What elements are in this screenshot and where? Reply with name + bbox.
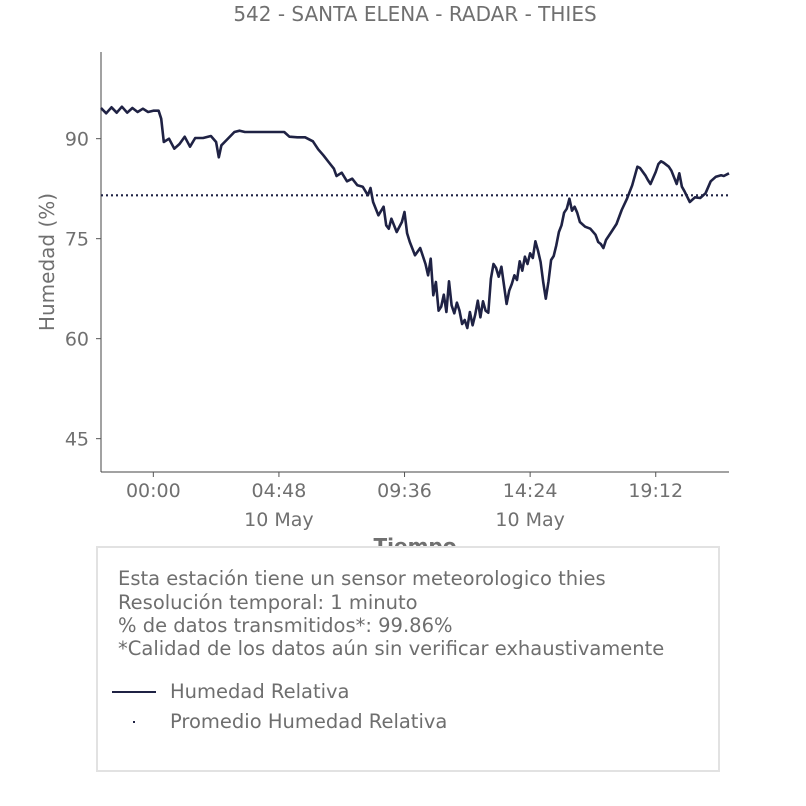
data-transmitted-text: % de datos transmitidos*: 99.86% <box>118 614 453 637</box>
y-tick-label: 60 <box>65 329 89 351</box>
y-axis-label: Humedad (%) <box>35 193 59 331</box>
resolution-text: Resolución temporal: 1 minuto <box>118 591 418 614</box>
legend-dot-swatch <box>133 721 135 723</box>
x-tick-label: 14:24 <box>503 480 558 502</box>
x-tick-label: 04:48 <box>252 480 307 502</box>
x-tick-date-label: 10 May <box>495 509 565 531</box>
legend-item-humidity: Humedad Relativa <box>112 680 512 704</box>
y-tick-label: 45 <box>65 429 89 451</box>
x-tick-label: 19:12 <box>628 480 683 502</box>
x-tick-date-label: 10 May <box>244 509 314 531</box>
plot-area: 45 60 75 90 00:00 04:48 10 May 09:36 14:24 10 May… <box>65 52 730 531</box>
humidity-series-line <box>100 105 730 330</box>
station-info-text: Esta estación tiene un sensor meteorolog… <box>118 567 606 590</box>
y-tick-label: 75 <box>65 229 89 251</box>
y-tick-label: 90 <box>65 129 89 151</box>
x-tick-label: 00:00 <box>126 480 181 502</box>
x-tick-label: 09:36 <box>377 480 432 502</box>
legend-label-average: Promedio Humedad Relativa <box>170 710 448 733</box>
info-legend-box: Esta estación tiene un sensor meteorolog… <box>96 546 720 772</box>
legend-label-humidity: Humedad Relativa <box>170 680 350 703</box>
legend-line-swatch <box>112 691 156 693</box>
legend-item-average: Promedio Humedad Relativa <box>112 710 512 734</box>
chart-title: 542 - SANTA ELENA - RADAR - THIES <box>233 2 596 26</box>
humidity-chart: 542 - SANTA ELENA - RADAR - THIES 45 60 75… <box>35 2 730 558</box>
data-quality-note: *Calidad de los datos aún sin verificar … <box>118 637 665 660</box>
